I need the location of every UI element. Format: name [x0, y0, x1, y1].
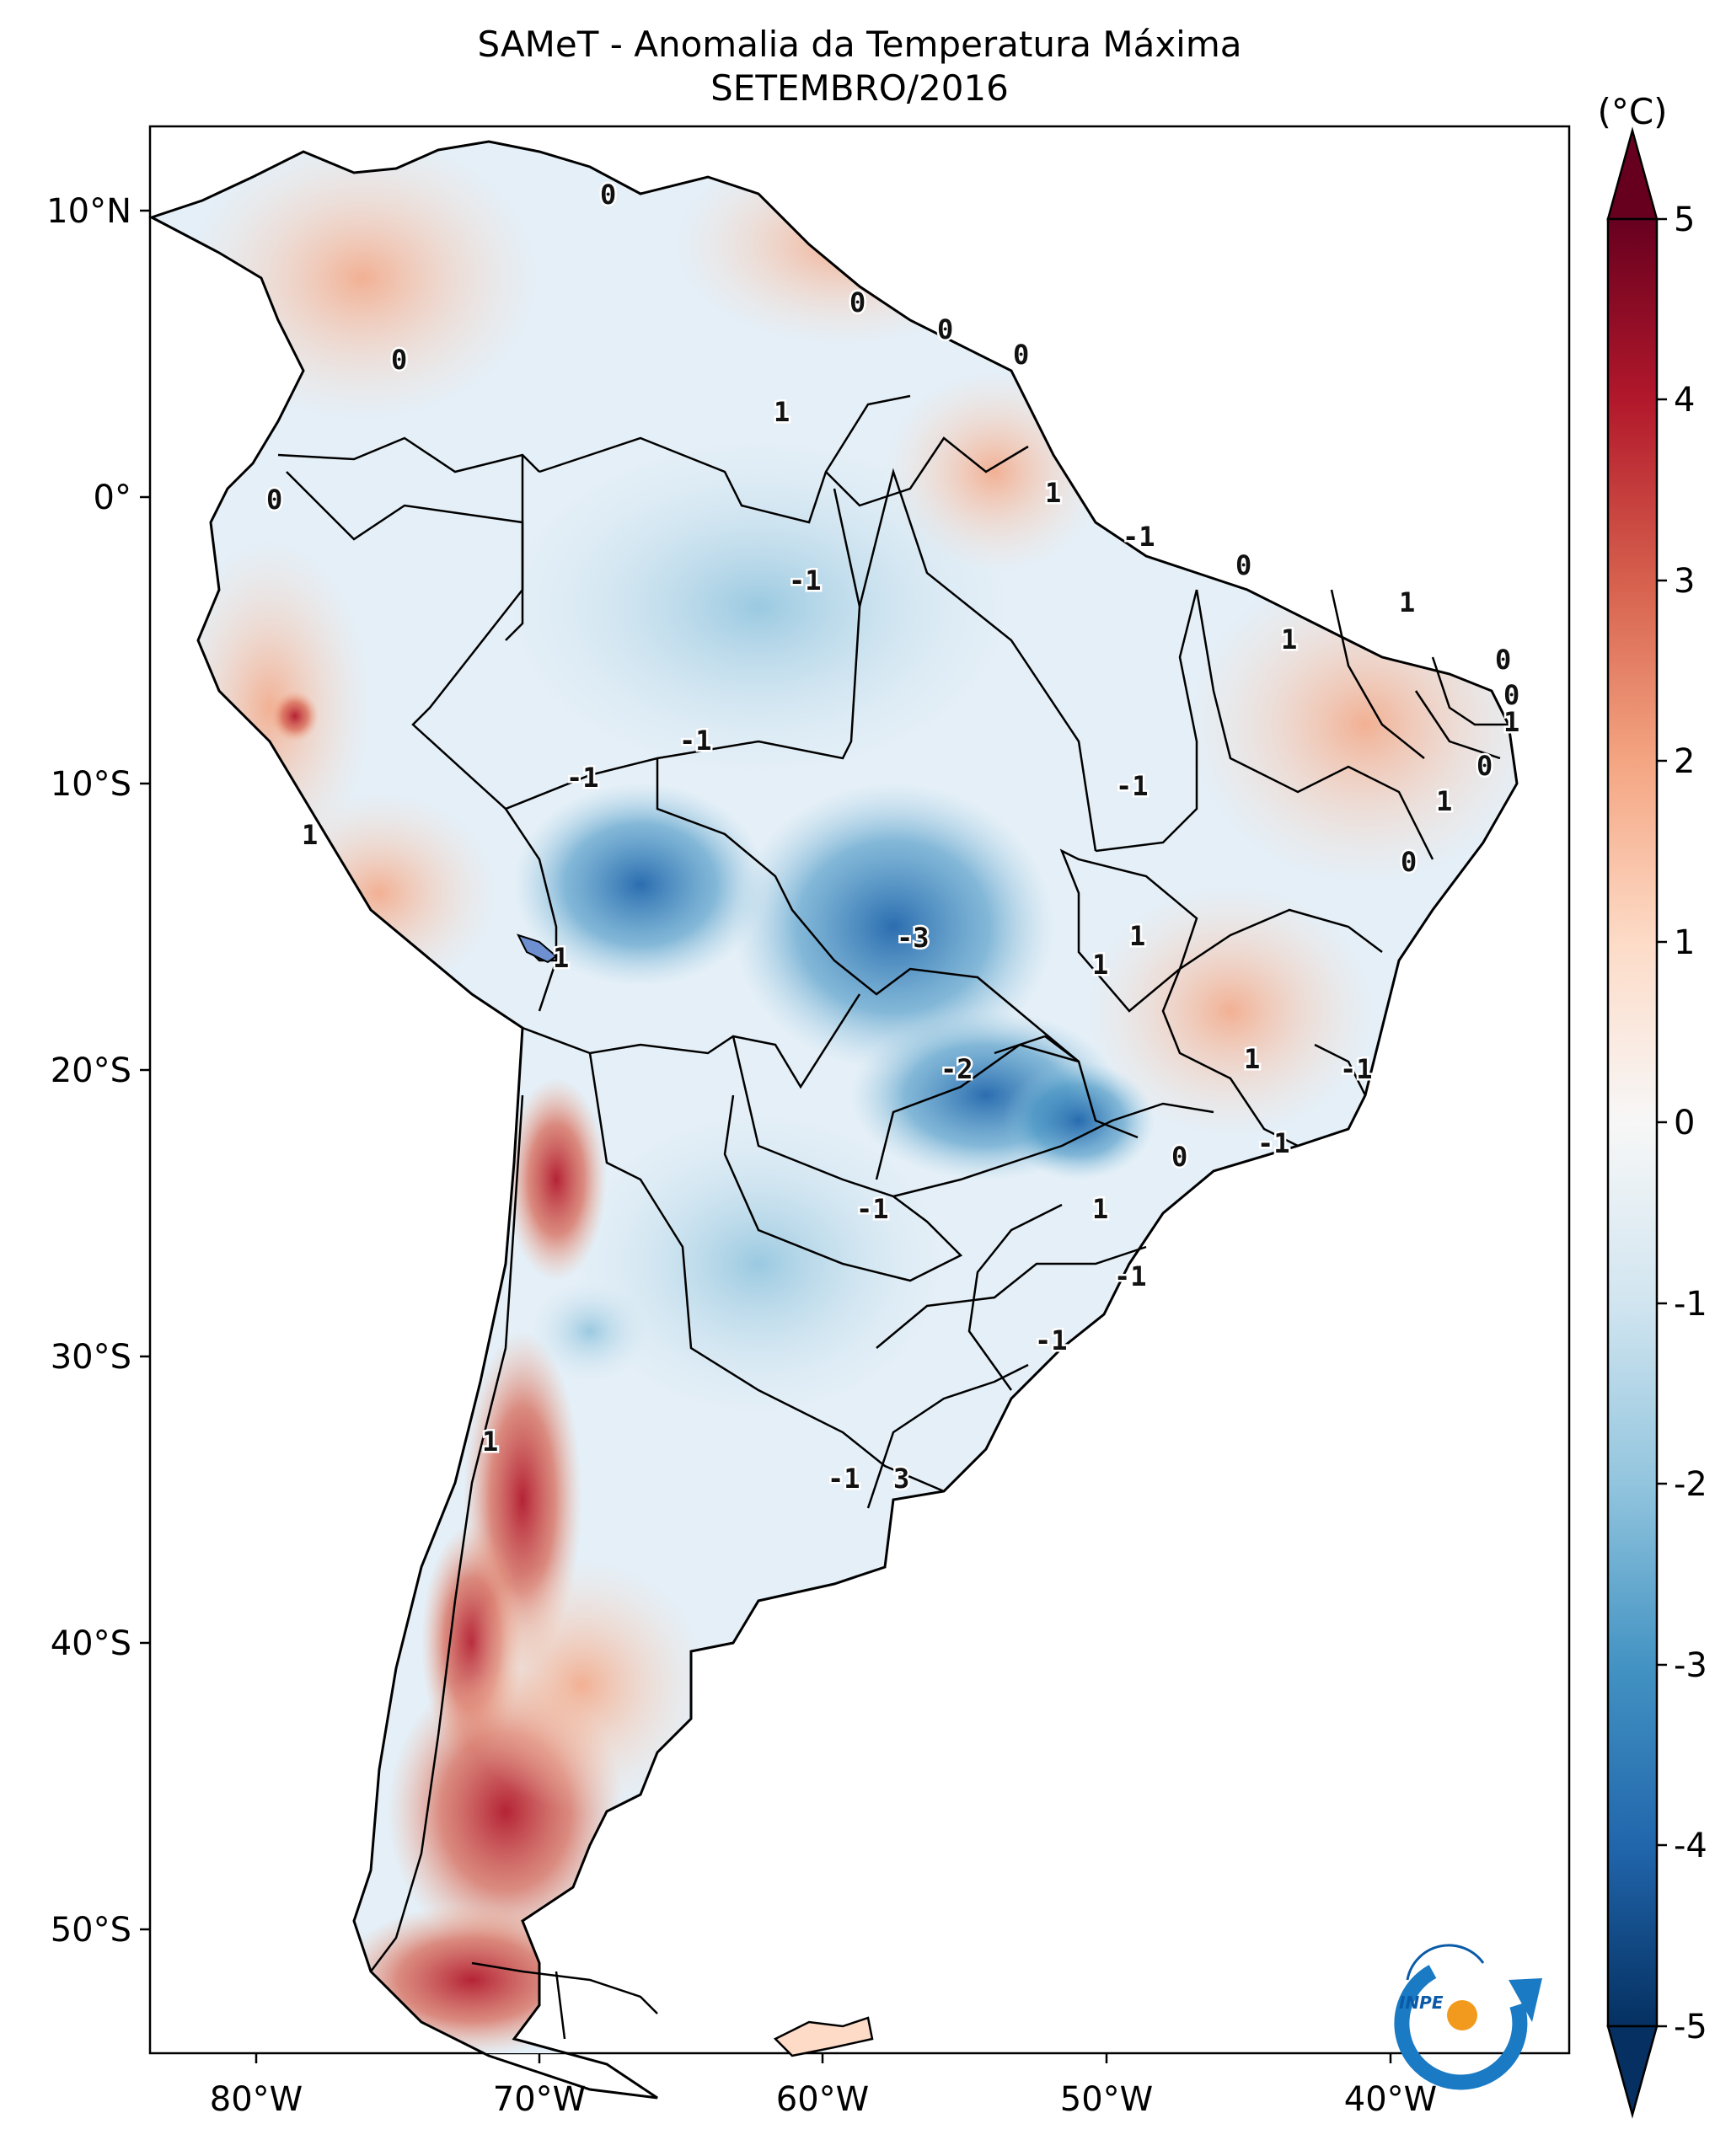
- contour-label: 3: [893, 1463, 909, 1495]
- contour-label: -1: [856, 1193, 889, 1225]
- contour-label: -3: [897, 922, 930, 954]
- contour-label: 1: [1129, 920, 1145, 952]
- contour-label: -2: [941, 1053, 973, 1085]
- contour-label: 1: [553, 942, 569, 974]
- y-tick-label: 30°S: [51, 1338, 131, 1377]
- contour-label: 1: [1045, 477, 1061, 509]
- contour-label: 1: [774, 396, 790, 428]
- contour-label: 0: [1401, 846, 1417, 878]
- colorbar-tick-label: 0: [1674, 1104, 1695, 1142]
- inpe-logo: INPE: [1394, 1944, 1542, 2090]
- contour-label: -1: [1257, 1127, 1290, 1159]
- x-tick-label: 40°W: [1344, 2080, 1437, 2119]
- colorbar-ramp: [1606, 217, 1659, 2028]
- contour-label: 0: [391, 344, 407, 376]
- contour-label: 0: [1171, 1141, 1187, 1173]
- contour-label: 1: [1436, 785, 1452, 817]
- colorbar-extend-min: [1606, 2025, 1659, 2119]
- colorbar-tick-label: 5: [1674, 201, 1695, 239]
- y-tick-label: 10°S: [51, 765, 131, 804]
- colorbar-tick-label: 4: [1674, 381, 1695, 420]
- x-tick-label: 80°W: [210, 2080, 303, 2119]
- falkland-islands: [773, 2016, 874, 2057]
- contour-label: 0: [1495, 644, 1511, 676]
- y-tick-label: 0°: [94, 479, 131, 517]
- contour-label: 1: [1092, 949, 1108, 981]
- borders: [277, 394, 1509, 2040]
- figure-title: SAMeT - Anomalia da Temperatura Máxima: [477, 24, 1242, 65]
- contour-label: 1: [1244, 1043, 1260, 1075]
- contour-label: 0: [600, 179, 616, 211]
- contour-label: 1: [302, 819, 318, 851]
- contour-label: 0: [266, 484, 282, 516]
- colorbar-unit-label: (°C): [1597, 91, 1668, 132]
- y-axis: 10°N 0° 10°S 20°S 30°S 40°S 50°S: [46, 192, 150, 1950]
- colorbar-tick-label: -3: [1674, 1646, 1707, 1685]
- contour-label: 1: [1281, 623, 1297, 655]
- y-tick-label: 20°S: [51, 1051, 131, 1090]
- contour-label: 0: [937, 313, 953, 345]
- lake-titicaca: [517, 934, 558, 964]
- contour-label: -1: [828, 1463, 860, 1495]
- x-tick-label: 70°W: [493, 2080, 586, 2119]
- contour-label: 1: [1503, 706, 1519, 738]
- contour-label: -1: [789, 564, 822, 597]
- contour-label: -1: [1114, 1260, 1147, 1292]
- x-tick-label: 60°W: [776, 2080, 869, 2119]
- x-tick-label: 50°W: [1060, 2080, 1153, 2119]
- contour-label: -1: [566, 762, 599, 794]
- inpe-logo-sun: [1447, 2000, 1477, 2030]
- contour-label: -1: [1340, 1053, 1373, 1085]
- y-tick-label: 40°S: [51, 1624, 131, 1663]
- contour-label: 1: [482, 1426, 498, 1458]
- coastline: [148, 140, 1519, 2100]
- colorbar: 5 4 3 2 1 0 -1 -2 -3 -4 -5: [1606, 126, 1707, 2119]
- contour-label: 1: [1092, 1193, 1108, 1225]
- contour-label: -1: [1116, 770, 1149, 802]
- colorbar-tick-label: 2: [1674, 742, 1695, 781]
- figure-subtitle: SETEMBRO/2016: [710, 67, 1009, 109]
- contour-label: 0: [1235, 549, 1251, 581]
- contour-label: 0: [849, 286, 866, 318]
- contour-label: -1: [1035, 1324, 1068, 1356]
- contour-label: -1: [679, 725, 712, 757]
- colorbar-tick-label: -2: [1674, 1465, 1707, 1504]
- colorbar-tick-label: 3: [1674, 562, 1695, 601]
- contour-label: 0: [1013, 339, 1029, 371]
- colorbar-extend-max: [1606, 126, 1659, 221]
- contour-label: 1: [1399, 586, 1415, 618]
- colorbar-tick-label: -1: [1674, 1285, 1707, 1324]
- y-tick-label: 10°N: [46, 192, 131, 231]
- contour-labels: 0 0 0 0 0 1 0 1 -1 0 1 1 0 0 1 0 1 0 -1 …: [265, 177, 1522, 1497]
- colorbar-tick-label: -5: [1674, 2008, 1707, 2046]
- colorbar-tick-label: -4: [1674, 1827, 1707, 1865]
- x-axis: 80°W 70°W 60°W 50°W 40°W: [210, 2053, 1437, 2119]
- contour-label: 0: [1476, 750, 1493, 782]
- inpe-logo-text: INPE: [1399, 1993, 1444, 2013]
- contour-label: 0: [1503, 679, 1519, 711]
- contour-label: -1: [1123, 521, 1155, 553]
- y-tick-label: 50°S: [51, 1911, 131, 1950]
- colorbar-tick-label: 1: [1674, 923, 1695, 962]
